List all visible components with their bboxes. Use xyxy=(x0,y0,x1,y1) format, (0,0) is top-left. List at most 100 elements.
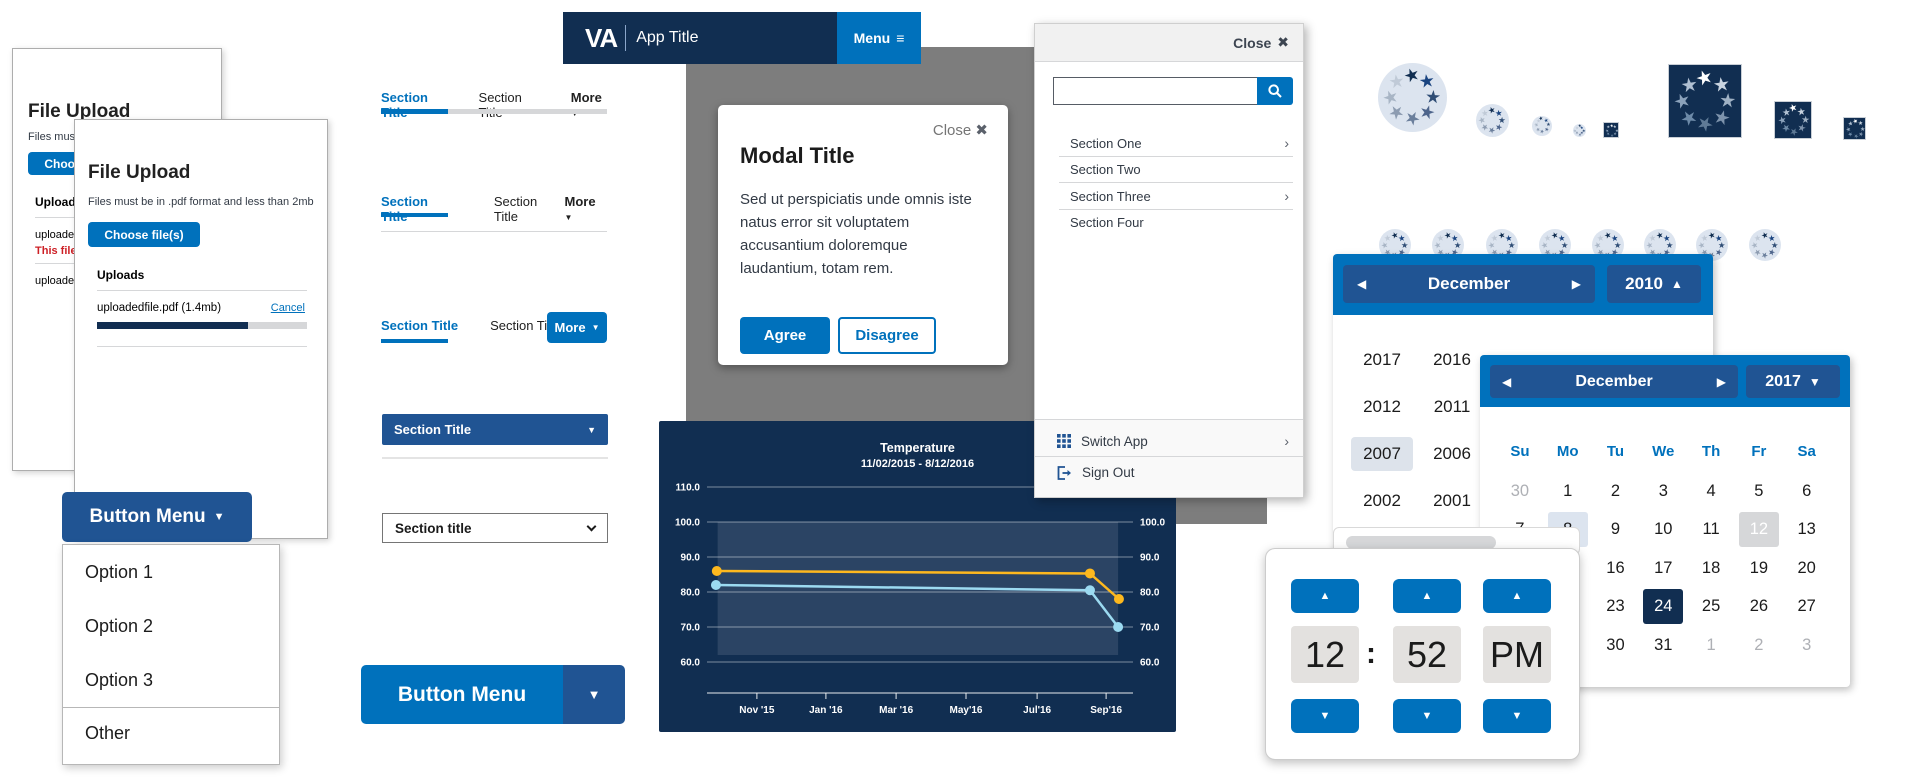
hour-decrement-button[interactable]: ▼ xyxy=(1291,699,1359,733)
year-label: 2010 xyxy=(1625,274,1663,293)
sign-out-item[interactable]: Sign Out xyxy=(1035,457,1303,488)
tab-underline-active xyxy=(381,213,448,217)
divider xyxy=(381,231,607,232)
next-month-button[interactable]: ▶ xyxy=(1571,277,1581,291)
modal-close-button[interactable]: Close ✖ xyxy=(932,122,988,139)
split-button-menu: Button Menu ▼ xyxy=(361,665,625,724)
star-spinner-icon: ★★★★★★★★ xyxy=(1668,64,1742,138)
day-cell[interactable]: 24 xyxy=(1639,588,1687,627)
day-cell[interactable]: 3 xyxy=(1658,481,1668,500)
panel-section-item[interactable]: Section Four xyxy=(1035,210,1303,237)
day-cell[interactable]: 30 xyxy=(1510,481,1530,500)
split-button-toggle[interactable]: ▼ xyxy=(563,665,625,724)
x-tick-label: Jan '16 xyxy=(809,705,843,716)
agree-button[interactable]: Agree xyxy=(740,317,830,354)
star-spinner-icon: ★★★★★★★★ xyxy=(1476,104,1509,137)
tab-inactive[interactable]: Section Title xyxy=(478,90,522,120)
search-button[interactable] xyxy=(1257,77,1293,105)
year-cell[interactable]: 2012 xyxy=(1363,396,1401,416)
day-cell[interactable]: 2 xyxy=(1754,635,1764,654)
year-cell[interactable]: 2007 xyxy=(1347,430,1417,477)
split-button-main[interactable]: Button Menu xyxy=(361,665,563,724)
year-cell[interactable]: 2011 xyxy=(1433,396,1471,416)
day-cell[interactable]: 19 xyxy=(1749,558,1769,577)
day-cell[interactable]: 20 xyxy=(1797,558,1816,577)
year-cell[interactable]: 2016 xyxy=(1433,349,1471,369)
day-cell[interactable]: 30 xyxy=(1606,635,1625,654)
previous-month-button[interactable]: ◀ xyxy=(1357,277,1367,291)
menu-option[interactable]: Option 1 xyxy=(85,561,154,582)
day-cell[interactable]: 1 xyxy=(1563,481,1573,500)
panel-section-item[interactable]: Section Two xyxy=(1035,157,1303,184)
day-cell[interactable]: 26 xyxy=(1749,597,1769,616)
series-lightblue-point xyxy=(710,580,721,590)
next-month-button[interactable]: ▶ xyxy=(1716,374,1726,389)
year-toggle-button[interactable]: 2010 ▲ xyxy=(1607,265,1701,303)
x-tick-label: Jul'16 xyxy=(1023,705,1051,716)
day-cell[interactable]: 13 xyxy=(1797,520,1816,539)
day-cell[interactable]: 18 xyxy=(1701,558,1721,577)
day-cell[interactable]: 1 xyxy=(1706,635,1716,654)
star-spinner-icon: ★★★★★★★★ xyxy=(1603,122,1619,139)
panel-close-button[interactable]: Close ✖ xyxy=(1035,24,1303,62)
year-cell[interactable]: 2002 xyxy=(1363,490,1401,510)
tab-inactive[interactable]: Section Title xyxy=(493,194,538,224)
cancel-upload-link[interactable]: Cancel xyxy=(270,302,305,314)
chevron-down-icon: ▼ xyxy=(1808,374,1821,389)
day-cell[interactable]: 9 xyxy=(1610,520,1621,539)
minute-decrement-button[interactable]: ▼ xyxy=(1393,699,1461,733)
more-button[interactable]: More ▼ xyxy=(547,312,607,343)
day-cell[interactable]: 25 xyxy=(1701,597,1721,616)
switch-app-item[interactable]: Switch App › xyxy=(1035,426,1303,457)
chevron-down-icon: ▼ xyxy=(564,213,573,222)
search-input[interactable] xyxy=(1053,77,1257,105)
tab-inactive[interactable]: Section Title xyxy=(490,318,561,333)
day-cell[interactable]: 23 xyxy=(1606,597,1625,616)
chart-title: Temperature xyxy=(880,441,955,455)
minute-increment-button[interactable]: ▲ xyxy=(1393,579,1461,613)
day-cell[interactable]: 5 xyxy=(1754,481,1764,500)
tab-more[interactable]: More ▼ xyxy=(564,194,596,222)
previous-month-button[interactable]: ◀ xyxy=(1502,374,1512,389)
year-cell[interactable]: 2017 xyxy=(1363,349,1401,369)
chevron-down-icon: ▼ xyxy=(1319,710,1331,722)
tab-bar-variant-3: Section Title Section Title xyxy=(381,318,607,333)
day-cell[interactable]: 31 xyxy=(1654,635,1673,654)
scrollbar-handle[interactable] xyxy=(1346,536,1496,549)
weekday-row: Su Mo Tu We Th Fr Sa xyxy=(1496,443,1831,460)
day-cell[interactable]: 12 xyxy=(1735,511,1783,550)
period-decrement-button[interactable]: ▼ xyxy=(1483,699,1551,733)
day-cell[interactable]: 16 xyxy=(1606,558,1625,577)
y-tick-label: 90.0 xyxy=(1140,553,1160,564)
tab-active[interactable]: Section Title xyxy=(381,318,459,333)
disagree-button[interactable]: Disagree xyxy=(838,317,936,354)
day-cell[interactable]: 27 xyxy=(1797,597,1816,616)
menu-option[interactable]: Other xyxy=(63,707,279,759)
menu-option[interactable]: Option 2 xyxy=(85,615,154,636)
day-cell[interactable]: 3 xyxy=(1802,635,1812,654)
hour-increment-button[interactable]: ▲ xyxy=(1291,579,1359,613)
day-cell[interactable]: 11 xyxy=(1702,520,1720,539)
tab-active[interactable]: Section Title xyxy=(381,194,428,224)
day-cell[interactable]: 10 xyxy=(1654,520,1673,539)
accordion-header[interactable]: Section Title ▼ xyxy=(382,414,608,445)
year-toggle-button[interactable]: 2017 ▼ xyxy=(1746,365,1840,398)
menu-button[interactable]: Menu ≡ xyxy=(837,12,921,64)
year-cell[interactable]: 2001 xyxy=(1433,490,1471,510)
panel-section-item[interactable]: Section One › xyxy=(1035,130,1303,157)
button-menu[interactable]: Button Menu ▼ xyxy=(62,492,252,542)
day-cell[interactable]: 6 xyxy=(1802,481,1812,500)
tab-active[interactable]: Section Title xyxy=(381,90,428,120)
choose-files-button[interactable]: Choose file(s) xyxy=(88,222,200,247)
day-cell[interactable]: 17 xyxy=(1654,558,1673,577)
tab-underline-track xyxy=(381,109,607,114)
tab-more[interactable]: More ▼ xyxy=(571,90,607,120)
day-cell[interactable]: 2 xyxy=(1610,481,1621,500)
panel-section-item[interactable]: Section Three › xyxy=(1035,183,1303,210)
section-select[interactable]: Section title xyxy=(382,513,608,543)
year-cell[interactable]: 2006 xyxy=(1433,443,1471,463)
select-value: Section title xyxy=(395,520,472,536)
day-cell[interactable]: 4 xyxy=(1706,481,1716,500)
period-increment-button[interactable]: ▲ xyxy=(1483,579,1551,613)
menu-option[interactable]: Option 3 xyxy=(85,669,154,690)
